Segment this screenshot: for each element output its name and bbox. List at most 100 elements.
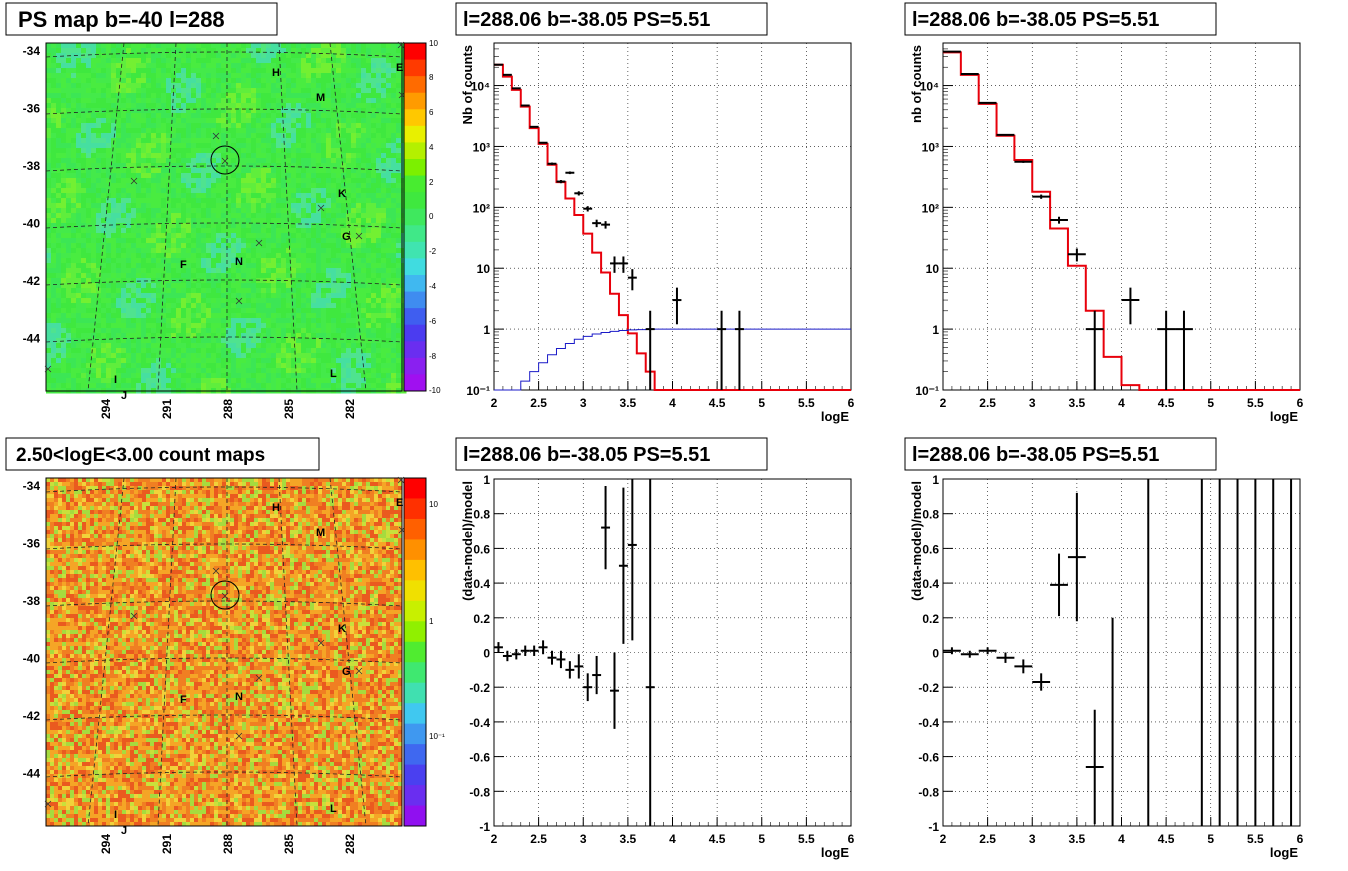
map-pixel [251,88,257,94]
map-pixel [206,328,212,334]
map-pixel [206,98,212,104]
map-pixel [216,188,222,194]
map-pixel [231,93,237,99]
map-pixel [111,213,117,219]
map-pixel [386,353,392,359]
map-pixel [121,183,127,189]
map-pixel [81,268,87,274]
map-pixel [86,83,92,89]
map-pixel [146,68,152,74]
map-pixel [381,143,387,149]
map-pixel [311,378,317,384]
map-pixel [236,53,242,59]
map-pixel [191,218,197,224]
map-pixel [51,318,57,324]
map-pixel [171,288,177,294]
map-pixel [256,333,262,339]
map-pixel [331,123,337,129]
map-pixel [191,258,197,264]
map-pixel [156,148,162,154]
map-pixel [81,143,87,149]
map-pixel [161,268,167,274]
map-pixel [141,358,147,364]
map-pixel [316,93,322,99]
map-pixel [261,163,267,169]
map-pixel [336,188,342,194]
map-pixel [101,338,107,344]
map-pixel [136,43,142,49]
map-pixel [176,128,182,134]
map-pixel [266,253,272,259]
map-pixel [276,203,282,209]
map-pixel [306,173,312,179]
map-pixel [66,43,72,49]
map-pixel [286,293,292,299]
map-pixel [181,93,187,99]
map-pixel [86,163,92,169]
map-pixel [121,363,127,369]
map-pixel [121,48,127,54]
map-pixel [76,103,82,109]
map-pixel [66,238,72,244]
map-pixel [281,358,287,364]
map-pixel [276,288,282,294]
map-pixel [161,338,167,344]
map-pixel [146,373,152,379]
map-pixel [236,248,242,254]
map-pixel [381,183,387,189]
map-pixel [106,273,112,279]
map-pixel [351,308,357,314]
map-pixel [141,238,147,244]
map-pixel [286,118,292,124]
map-pixel [336,138,342,144]
map-pixel [341,203,347,209]
map-pixel [176,118,182,124]
map-pixel [261,103,267,109]
map-pixel [346,128,352,134]
map-pixel [256,383,262,389]
map-pixel [396,163,402,169]
map-pixel [311,118,317,124]
map-pixel [91,328,97,334]
map-pixel [346,328,352,334]
map-pixel [76,293,82,299]
map-pixel [256,88,262,94]
map-pixel [226,78,232,84]
map-pixel [271,113,277,119]
map-pixel [131,353,137,359]
map-pixel [141,293,147,299]
map-pixel [171,203,177,209]
map-pixel [296,213,302,219]
map-pixel [66,73,72,79]
map-pixel [191,358,197,364]
map-pixel [61,328,67,334]
map-pixel [191,58,197,64]
map-pixel [191,108,197,114]
map-pixel [176,213,182,219]
map-pixel [146,173,152,179]
map-pixel [191,98,197,104]
map-pixel [241,288,247,294]
map-pixel [171,323,177,329]
map-pixel [216,303,222,309]
map-pixel [201,153,207,159]
map-pixel [326,183,332,189]
map-pixel [311,128,317,134]
map-pixel [51,348,57,354]
map-pixel [61,323,67,329]
map-pixel [336,223,342,229]
map-pixel [116,258,122,264]
map-pixel [81,358,87,364]
map-pixel [366,298,372,304]
map-pixel [246,58,252,64]
map-pixel [296,58,302,64]
map-pixel [161,143,167,149]
map-pixel [291,133,297,139]
map-pixel [101,128,107,134]
map-pixel [106,113,112,119]
map-pixel [166,313,172,319]
map-pixel [91,43,97,49]
map-pixel [266,288,272,294]
map-pixel [216,313,222,319]
